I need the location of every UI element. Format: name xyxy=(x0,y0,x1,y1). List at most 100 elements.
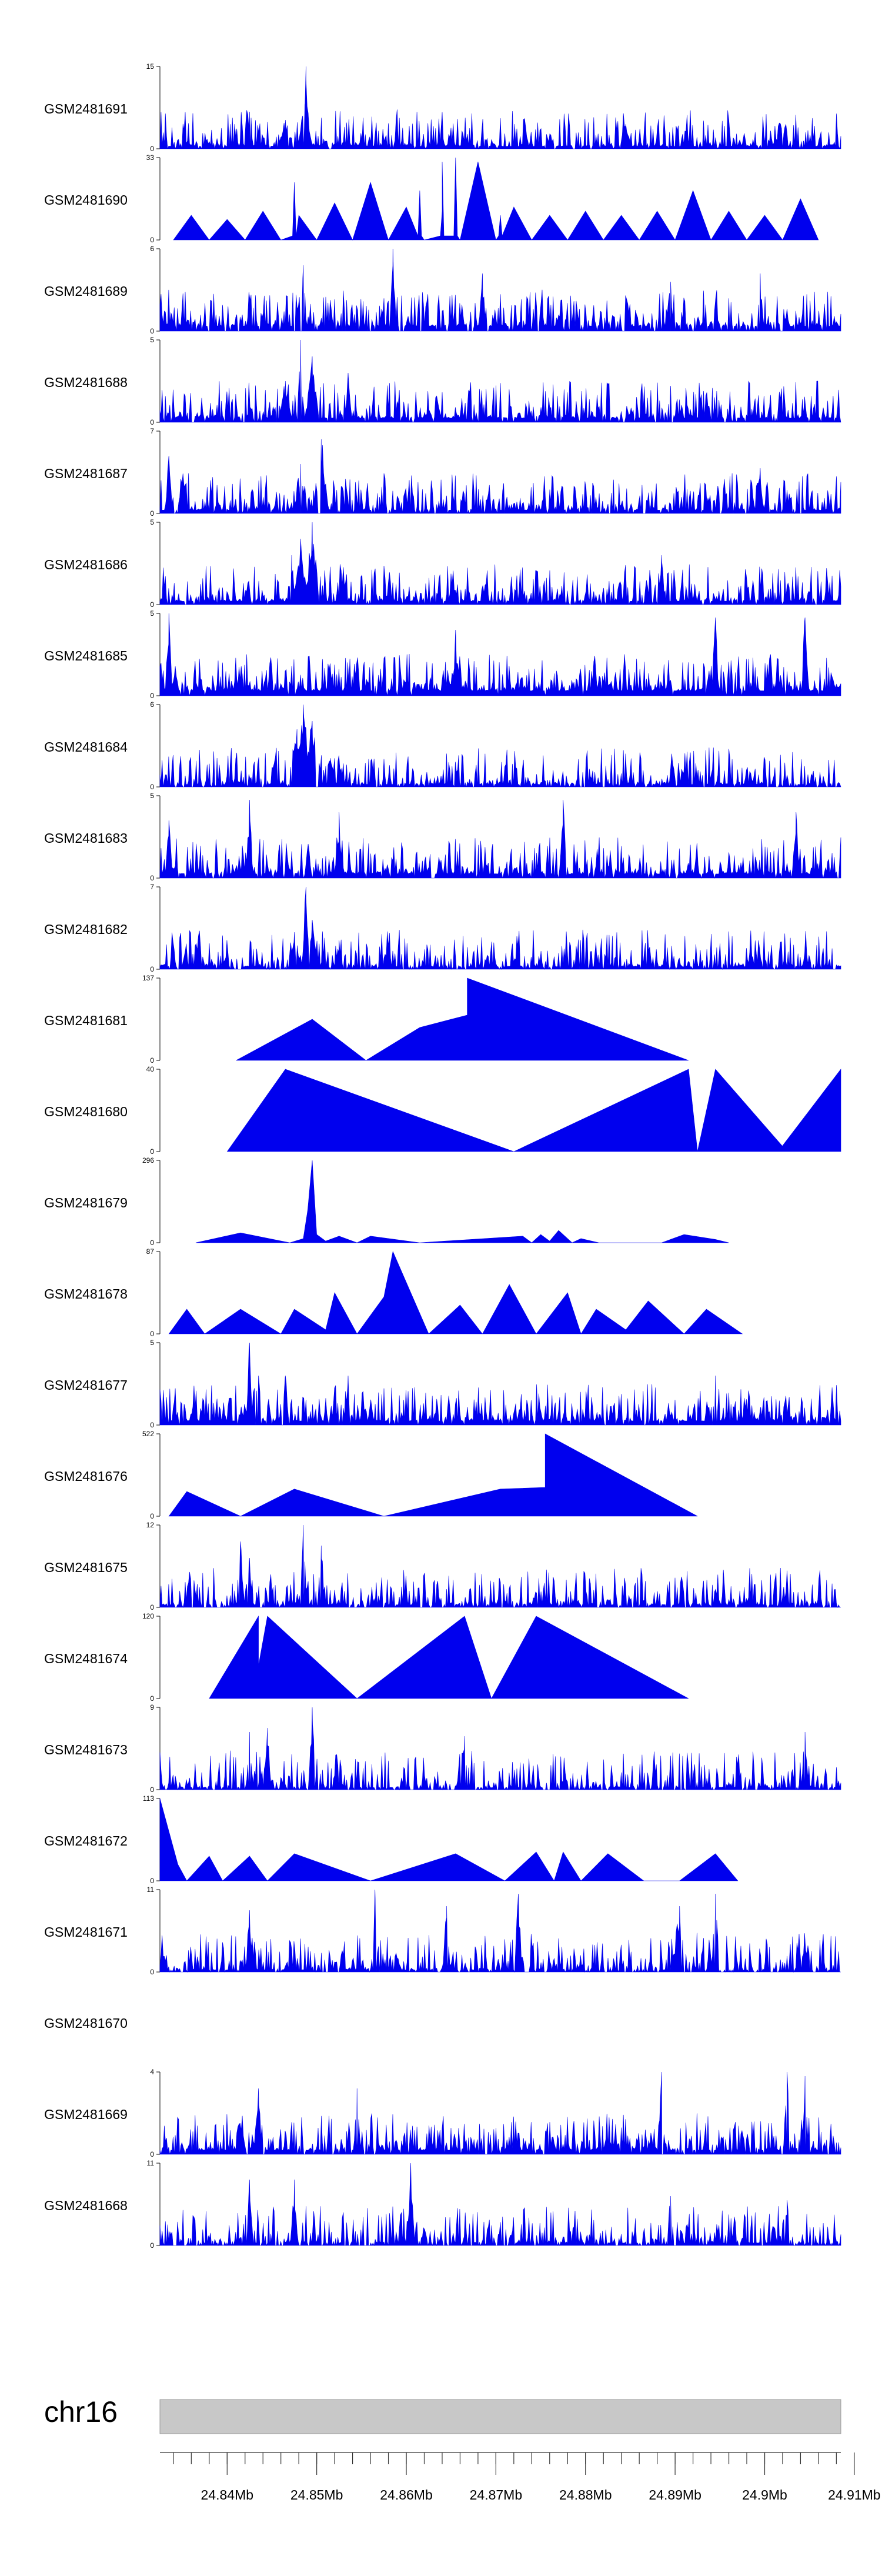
track-ymax-label: 12 xyxy=(146,1521,155,1529)
data-tracks: GSM2481691150GSM2481690330GSM248168960GS… xyxy=(44,62,841,2250)
track-signal xyxy=(236,977,689,1061)
track-GSM2481691: GSM2481691 15 0 xyxy=(44,62,841,153)
track-GSM2481671: GSM2481671 11 0 xyxy=(44,1886,841,1976)
track-ymin-label: 0 xyxy=(150,145,154,153)
track-ymin-label: 0 xyxy=(150,783,154,791)
track-ymax-label: 87 xyxy=(146,1247,155,1256)
track-ymin-label: 0 xyxy=(150,1877,154,1885)
track-label: GSM2481680 xyxy=(44,1104,128,1119)
track-label: GSM2481676 xyxy=(44,1469,128,1484)
track-ymax-label: 5 xyxy=(150,518,154,526)
track-GSM2481669: GSM2481669 4 0 xyxy=(44,2068,841,2158)
track-label: GSM2481683 xyxy=(44,830,128,846)
track-signal xyxy=(159,339,841,423)
track-GSM2481670: GSM2481670 xyxy=(44,2016,128,2031)
track-GSM2481676: GSM2481676 522 0 xyxy=(44,1430,698,1520)
track-ymax-label: 40 xyxy=(146,1065,155,1073)
axis-tick-label: 24.86Mb xyxy=(380,2487,433,2502)
track-GSM2481684: GSM2481684 6 0 xyxy=(44,700,841,791)
track-GSM2481678: GSM2481678 87 0 xyxy=(44,1247,743,1338)
track-signal xyxy=(226,1069,841,1152)
track-ymin-label: 0 xyxy=(150,1239,154,1247)
track-GSM2481682: GSM2481682 7 0 xyxy=(44,883,841,973)
track-GSM2481687: GSM2481687 7 0 xyxy=(44,427,841,518)
track-ymax-label: 296 xyxy=(142,1156,154,1164)
axis-tick-label: 24.87Mb xyxy=(470,2487,523,2502)
track-label: GSM2481669 xyxy=(44,2107,128,2122)
track-signal xyxy=(173,157,819,241)
track-label: GSM2481682 xyxy=(44,922,128,937)
track-GSM2481673: GSM2481673 9 0 xyxy=(44,1703,841,1794)
track-label: GSM2481674 xyxy=(44,1651,128,1666)
track-ymax-label: 11 xyxy=(147,1886,155,1894)
axis-tick-label: 24.9Mb xyxy=(742,2487,787,2502)
track-ymin-label: 0 xyxy=(150,692,154,700)
track-label: GSM2481681 xyxy=(44,1013,128,1028)
track-ymin-label: 0 xyxy=(150,1786,154,1794)
axis-ticks: 24.84Mb 24.85Mb 24.86Mb 24.87Mb 24.88Mb 24.89… xyxy=(173,2452,881,2502)
track-ymax-label: 6 xyxy=(150,245,154,253)
track-label: GSM2481691 xyxy=(44,101,128,116)
track-signal xyxy=(168,1433,698,1517)
chromosome-label: chr16 xyxy=(44,2395,118,2428)
track-label: GSM2481686 xyxy=(44,557,128,572)
track-GSM2481668: GSM2481668 11 0 xyxy=(44,2159,841,2250)
track-signal xyxy=(159,522,841,606)
track-GSM2481686: GSM2481686 5 0 xyxy=(44,518,841,609)
track-signal xyxy=(159,1707,841,1791)
track-label: GSM2481671 xyxy=(44,1924,128,1940)
axis-tick-label: 24.85Mb xyxy=(290,2487,343,2502)
axis-tick-label: 24.91Mb xyxy=(828,2487,881,2502)
track-label: GSM2481679 xyxy=(44,1195,128,1210)
track-ymin-label: 0 xyxy=(150,327,154,335)
track-ymax-label: 15 xyxy=(146,62,155,71)
track-signal xyxy=(159,1342,841,1426)
track-GSM2481685: GSM2481685 5 0 xyxy=(44,609,841,700)
track-label: GSM2481675 xyxy=(44,1560,128,1575)
track-ymin-label: 0 xyxy=(150,509,154,518)
track-label: GSM2481673 xyxy=(44,1742,128,1757)
track-ymin-label: 0 xyxy=(150,600,154,609)
track-ymin-label: 0 xyxy=(150,1603,154,1611)
track-ymax-label: 120 xyxy=(142,1612,154,1620)
track-label: GSM2481678 xyxy=(44,1286,128,1302)
track-ymin-label: 0 xyxy=(150,1512,154,1520)
axis-tick-label: 24.88Mb xyxy=(559,2487,612,2502)
track-label: GSM2481672 xyxy=(44,1833,128,1848)
track-ymin-label: 0 xyxy=(150,1056,154,1065)
track-ymin-label: 0 xyxy=(150,1421,154,1429)
track-signal xyxy=(159,613,841,696)
track-ymax-label: 5 xyxy=(150,336,154,344)
track-ymax-label: 137 xyxy=(142,974,154,982)
track-signal xyxy=(159,704,841,788)
track-ymax-label: 7 xyxy=(150,427,154,435)
genome-axis: chr16 24.84Mb 24.85Mb 24.86Mb 24.87Mb 24.88M… xyxy=(44,2395,881,2502)
axis-tick-label: 24.89Mb xyxy=(649,2487,701,2502)
track-ymin-label: 0 xyxy=(150,2150,154,2158)
track-ymax-label: 5 xyxy=(150,1339,154,1347)
track-signal xyxy=(159,2071,841,2155)
track-ymin-label: 0 xyxy=(150,236,154,244)
track-label: GSM2481668 xyxy=(44,2198,128,2213)
track-label: GSM2481690 xyxy=(44,192,128,208)
track-ymax-label: 6 xyxy=(150,700,154,709)
track-GSM2481674: GSM2481674 120 0 xyxy=(44,1612,689,1703)
axis-tick-label: 24.84Mb xyxy=(201,2487,254,2502)
track-signal xyxy=(195,1160,729,1243)
track-ymax-label: 33 xyxy=(146,154,155,162)
track-label: GSM2481684 xyxy=(44,739,128,755)
track-label: GSM2481677 xyxy=(44,1377,128,1393)
track-GSM2481677: GSM2481677 5 0 xyxy=(44,1339,841,1429)
track-GSM2481683: GSM2481683 5 0 xyxy=(44,792,841,882)
track-signal xyxy=(159,248,841,332)
track-label: GSM2481687 xyxy=(44,466,128,481)
track-GSM2481689: GSM2481689 6 0 xyxy=(44,245,841,335)
track-ymax-label: 11 xyxy=(147,2159,155,2167)
track-ymax-label: 5 xyxy=(150,609,154,618)
track-ymax-label: 5 xyxy=(150,792,154,800)
track-ymin-label: 0 xyxy=(150,965,154,973)
track-ymin-label: 0 xyxy=(150,874,154,882)
track-label: GSM2481689 xyxy=(44,283,128,299)
track-signal xyxy=(159,66,841,150)
